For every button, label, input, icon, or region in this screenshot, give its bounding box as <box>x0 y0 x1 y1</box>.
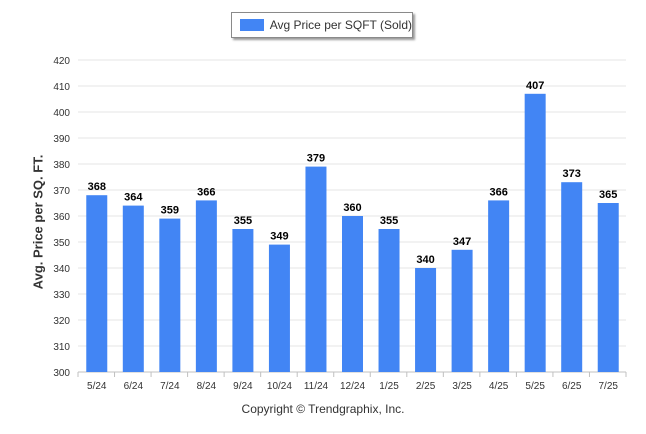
bar <box>305 166 327 372</box>
x-tick-label: 6/24 <box>124 381 144 392</box>
bar <box>488 200 510 372</box>
y-tick-label: 300 <box>53 368 70 379</box>
x-tick-label: 4/25 <box>489 381 509 392</box>
y-tick-label: 350 <box>53 238 70 249</box>
bar <box>195 200 217 372</box>
x-tick-label: 5/24 <box>87 381 107 392</box>
x-tick-label: 11/24 <box>304 381 329 392</box>
legend-swatch <box>240 19 264 31</box>
bar <box>524 93 546 373</box>
x-tick-label: 7/25 <box>598 381 618 392</box>
data-label: 366 <box>489 186 507 198</box>
data-label: 340 <box>416 254 434 266</box>
y-tick-label: 410 <box>53 82 70 93</box>
data-label: 364 <box>124 192 143 204</box>
y-tick-label: 330 <box>53 290 70 301</box>
x-tick-label: 5/25 <box>525 381 545 392</box>
bar <box>122 205 144 372</box>
data-label: 347 <box>453 236 471 248</box>
x-tick-label: 1/25 <box>379 381 399 392</box>
data-label: 355 <box>380 215 398 227</box>
bar <box>451 249 473 372</box>
x-tick-label: 9/24 <box>233 381 253 392</box>
x-tick-label: 2/25 <box>416 381 436 392</box>
data-label: 368 <box>88 181 106 193</box>
y-tick-label: 380 <box>53 160 70 171</box>
data-label: 355 <box>234 215 252 227</box>
bar <box>86 195 108 372</box>
bar <box>415 268 437 372</box>
x-tick-label: 12/24 <box>340 381 365 392</box>
copyright-text: Copyright © Trendgraphix, Inc. <box>241 402 405 416</box>
data-label: 349 <box>270 231 288 243</box>
bar <box>378 229 400 372</box>
bar <box>159 218 181 372</box>
data-label: 366 <box>197 186 215 198</box>
x-tick-label: 3/25 <box>452 381 472 392</box>
y-tick-label: 360 <box>53 212 70 223</box>
x-tick-label: 6/25 <box>562 381 582 392</box>
data-label: 407 <box>526 80 544 92</box>
bar <box>342 216 363 372</box>
x-tick-label: 7/24 <box>160 381 180 392</box>
data-label: 373 <box>563 168 581 180</box>
bar <box>232 229 254 372</box>
legend-label: Avg Price per SQFT (Sold) <box>269 18 412 32</box>
y-tick-label: 340 <box>53 264 70 275</box>
bar <box>561 182 583 372</box>
y-tick-label: 320 <box>53 316 70 327</box>
data-label: 379 <box>307 153 325 165</box>
x-tick-label: 8/24 <box>197 381 217 392</box>
y-tick-label: 310 <box>53 342 70 353</box>
bar <box>597 203 619 372</box>
data-label: 359 <box>161 205 179 217</box>
x-tick-label: 10/24 <box>267 381 292 392</box>
legend: Avg Price per SQFT (Sold) <box>231 12 413 38</box>
data-label: 365 <box>599 189 617 201</box>
y-tick-label: 370 <box>53 186 70 197</box>
y-tick-label: 390 <box>53 134 70 145</box>
bar <box>268 244 290 372</box>
data-label: 360 <box>343 202 361 214</box>
y-tick-label: 420 <box>53 56 70 67</box>
y-tick-label: 400 <box>53 108 70 119</box>
